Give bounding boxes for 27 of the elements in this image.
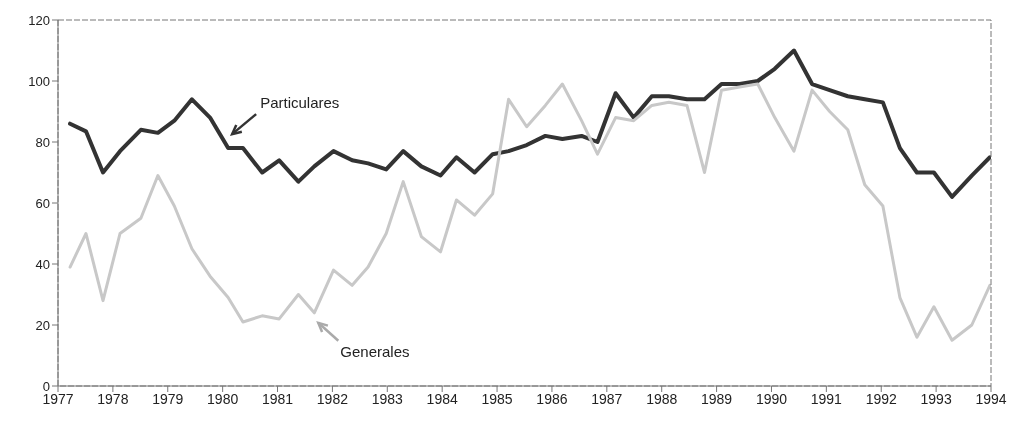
text: Generales <box>340 342 410 360</box>
text: Particulares <box>260 94 340 112</box>
x-tick-label: 1979 <box>152 390 184 407</box>
x-tick-label: 1984 <box>426 390 458 407</box>
x-tick-label: 1983 <box>371 390 404 407</box>
y-tick-label: 80 <box>35 134 50 150</box>
x-tick-label: 1978 <box>97 390 129 407</box>
y-tick-label: 40 <box>35 256 50 272</box>
line-series <box>68 48 991 199</box>
x-tick-label: 1988 <box>646 390 678 407</box>
x-tick-label: 1993 <box>920 390 952 407</box>
x-tick-label: 1980 <box>207 390 239 407</box>
x-tick-label: 1992 <box>865 390 898 407</box>
y-tick-label: 20 <box>35 317 50 333</box>
x-tick-label: 1994 <box>975 390 1007 407</box>
y-tick-label: 60 <box>35 195 50 211</box>
x-tick-label: 1986 <box>536 390 568 407</box>
x-tick-label: 1990 <box>755 390 788 407</box>
y-tick-label: 100 <box>28 73 50 89</box>
x-tick-label: 1991 <box>810 390 843 407</box>
x-tick-label: 1981 <box>261 390 294 407</box>
y-tick-label: 120 <box>28 12 50 28</box>
x-tick-label: 1985 <box>481 390 513 407</box>
x-tick-label: 1987 <box>591 390 623 407</box>
line-series <box>68 82 991 342</box>
x-tick-label: 1989 <box>701 390 733 407</box>
x-tick-label: 1982 <box>316 390 349 407</box>
